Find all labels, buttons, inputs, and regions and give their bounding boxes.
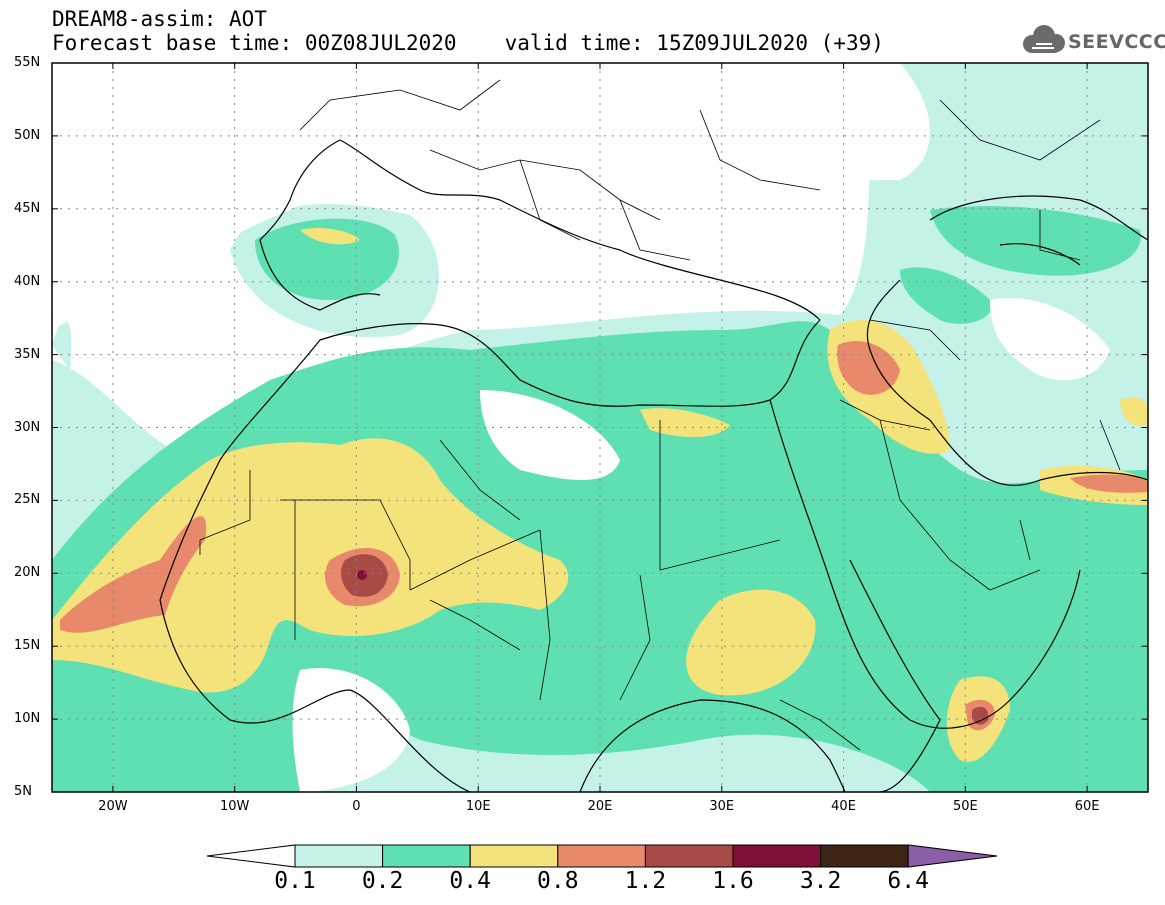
axis-ticks xyxy=(52,62,1148,793)
colorbar-tick-label: 1.6 xyxy=(712,868,754,894)
lon-label: 0 xyxy=(352,799,361,814)
lon-label: 10E xyxy=(465,799,491,814)
coastlines xyxy=(159,139,1148,792)
cloud-icon xyxy=(1023,25,1065,53)
lat-label: 20N xyxy=(14,565,41,581)
lon-label: 20W xyxy=(98,799,128,814)
country-borders xyxy=(199,79,1121,751)
valid-time: valid time: 15Z09JUL2020 (+39) xyxy=(504,31,884,55)
lat-label: 30N xyxy=(14,419,41,435)
lat-label: 45N xyxy=(14,200,41,216)
colorbar-swatch xyxy=(294,844,384,868)
lon-label: 40E xyxy=(831,799,856,814)
colorbar-swatch xyxy=(820,844,909,868)
logo-text: SEEVCCC xyxy=(1068,31,1165,53)
colorbar-tick-label: 6.4 xyxy=(887,868,929,894)
colorbar-swatch xyxy=(557,844,646,868)
map-title: DREAM8-assim: AOT xyxy=(52,7,267,31)
colorbar-tick-label: 0.1 xyxy=(274,868,316,894)
colorbar-tick-label: 1.2 xyxy=(624,868,667,894)
lat-label: 5N xyxy=(14,784,32,799)
colorbar-swatch xyxy=(382,844,471,868)
lat-label: 10N xyxy=(14,711,41,727)
colorbar-tick-label: 0.2 xyxy=(361,868,404,894)
colorbar-swatch xyxy=(469,844,559,868)
lon-label: 30E xyxy=(709,799,735,814)
lon-label: 20E xyxy=(587,799,613,814)
lon-label: 50E xyxy=(952,799,978,814)
lon-label: 10W xyxy=(219,799,250,814)
lat-label: 35N xyxy=(14,346,41,362)
colorbar-low-arrow xyxy=(206,844,296,868)
colorbar-high-arrow xyxy=(907,844,998,868)
colorbar-swatch xyxy=(644,844,734,868)
lon-label: 60E xyxy=(1074,799,1100,814)
colorbar-tick-label: 0.4 xyxy=(449,868,491,894)
base-time: Forecast base time: 00Z08JUL2020 xyxy=(52,31,457,55)
colorbar-swatch xyxy=(732,844,822,868)
aot-level-1-6 xyxy=(357,570,367,580)
lat-label: 55N xyxy=(14,55,41,70)
colorbar-tick-label: 3.2 xyxy=(799,868,842,894)
lat-label: 50N xyxy=(14,127,41,143)
graticule xyxy=(52,63,1148,792)
colorbar-tick-label: 0.8 xyxy=(537,868,579,894)
lat-label: 25N xyxy=(14,492,41,508)
time-info: Forecast base time: 00Z08JUL2020 valid ti… xyxy=(52,32,884,54)
lat-label: 40N xyxy=(14,273,41,289)
lat-label: 15N xyxy=(14,638,41,654)
